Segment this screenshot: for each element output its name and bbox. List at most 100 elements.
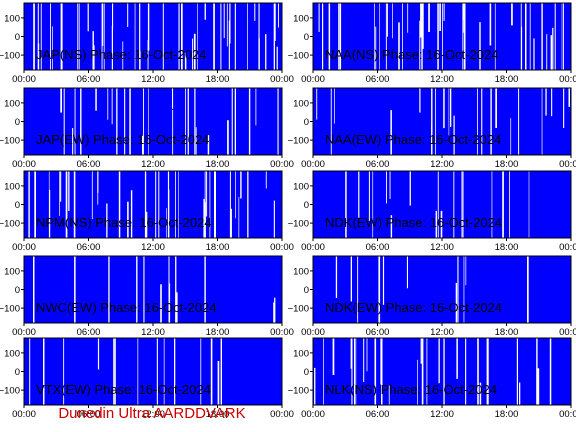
phase-panel: 100 0 −100 00:00 06:00 12:00 18:00 00:00 NPM(NS)… [0,170,294,253]
signal-dropout [314,367,316,405]
signal-dropout [112,3,114,29]
signal-dropout [127,3,129,27]
signal-dropout [351,338,353,405]
signal-dropout [172,110,174,155]
x-tick-label: 00:00 [270,409,294,420]
signal-dropout [509,171,510,238]
signal-dropout [166,208,167,238]
signal-dropout [332,338,335,375]
signal-dropout [204,171,206,238]
signal-dropout [240,171,242,199]
signal-dropout [437,171,439,238]
signal-dropout [77,3,79,70]
signal-dropout [265,171,267,189]
x-tick-label: 00:00 [301,159,325,170]
signal-dropout [421,3,423,70]
panel-title: NWC(EW) Phase: 16-Oct-2024 [36,300,217,315]
signal-dropout [440,210,443,238]
signal-dropout [204,3,206,20]
signal-dropout [329,3,330,70]
y-tick-label: 100 [4,348,20,359]
signal-dropout [178,171,179,238]
signal-dropout [168,189,170,238]
signal-dropout [402,3,403,70]
signal-dropout [230,208,232,238]
y-tick-label: 100 [4,98,20,109]
signal-dropout [554,3,556,70]
signal-dropout [60,3,63,70]
signal-dropout [328,3,331,70]
signal-dropout [456,338,458,379]
signal-dropout [355,338,357,405]
signal-dropout [207,135,210,155]
signal-dropout [147,40,149,70]
signal-dropout [234,88,236,155]
signal-dropout [28,171,30,238]
signal-dropout [147,3,149,51]
signal-dropout [388,385,390,405]
signal-dropout [350,338,352,369]
signal-dropout [213,3,215,70]
signal-dropout [357,256,359,323]
x-tick-label: 00:00 [559,74,576,85]
phase-fill [24,338,282,405]
signal-dropout [231,88,233,155]
y-tick-label: 0 [304,367,309,378]
signal-dropout [443,88,445,129]
signal-dropout [537,368,540,405]
signal-dropout [80,88,82,155]
y-tick-label: 0 [304,285,309,296]
x-tick-label: 18:00 [206,242,230,253]
signal-dropout [477,338,479,405]
phase-fill [24,3,282,70]
signal-dropout [111,25,113,70]
x-tick-label: 06:00 [366,327,390,338]
x-tick-label: 06:00 [366,409,390,420]
x-tick-label: 18:00 [495,74,519,85]
signal-dropout [134,3,136,70]
signal-dropout [169,283,171,323]
signal-dropout [136,256,138,323]
signal-dropout [390,215,393,238]
signal-dropout [462,3,464,70]
signal-dropout [366,338,368,372]
signal-dropout [148,88,149,155]
signal-dropout [142,135,143,155]
signal-dropout [60,88,62,113]
y-tick-label: 0 [304,200,309,211]
signal-dropout [278,3,279,28]
signal-dropout [529,3,531,70]
signal-dropout [34,171,36,238]
signal-dropout [235,171,236,219]
signal-dropout [502,171,504,238]
signal-dropout [143,256,145,323]
y-tick-label: −100 [288,304,309,315]
signal-dropout [108,256,110,323]
y-tick-label: 0 [15,117,20,128]
signal-dropout [72,128,74,155]
x-tick-label: 18:00 [495,409,519,420]
signal-dropout [390,110,392,155]
signal-dropout [175,171,176,238]
signal-dropout [323,338,324,405]
phase-fill [313,88,571,155]
signal-dropout [68,171,70,211]
signal-dropout [234,3,236,70]
signal-dropout [420,3,422,38]
x-tick-label: 18:00 [206,327,230,338]
signal-dropout [322,3,324,70]
signal-dropout [93,45,95,70]
signal-dropout [479,382,482,405]
phase-fill [313,3,571,70]
signal-dropout [378,256,381,323]
y-tick-label: −100 [288,51,309,62]
signal-dropout [428,3,430,32]
signal-dropout [457,256,459,323]
signal-dropout [382,256,385,305]
x-tick-label: 00:00 [270,74,294,85]
signal-dropout [488,338,489,405]
signal-dropout [124,88,126,155]
signal-dropout [494,3,496,70]
signal-dropout [87,3,89,32]
signal-dropout [381,338,383,405]
